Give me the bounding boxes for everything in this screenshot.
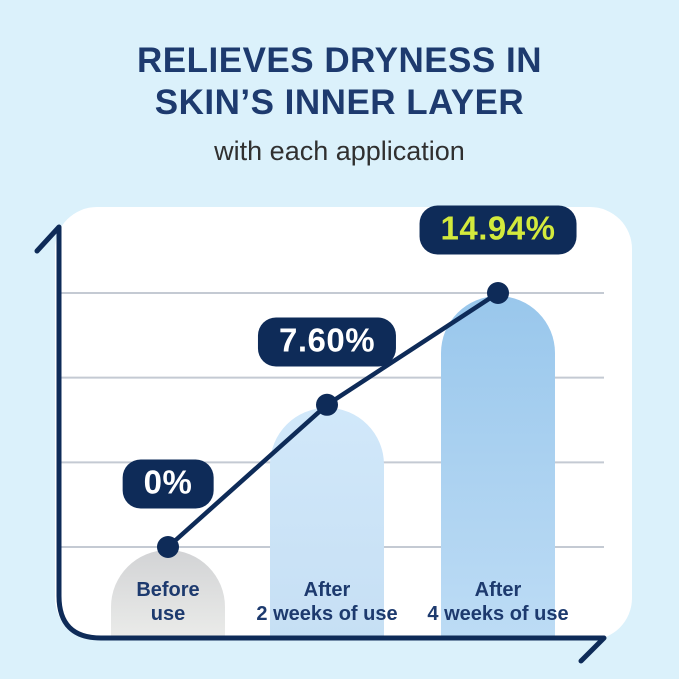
bar-category-line: 2 weeks of use <box>256 603 398 625</box>
value-label-pill-2-weeks: 7.60% <box>257 317 397 367</box>
value-label-text: 14.94% <box>440 209 556 247</box>
value-label-text: 7.60% <box>278 321 376 359</box>
value-label-pill-before-use: 0% <box>122 459 214 509</box>
bar-category-label-2-weeks: After 2 weeks of use <box>256 578 397 626</box>
bar-category-line: use <box>150 603 186 625</box>
title-line-1: RELIEVES DRYNESS IN <box>137 41 542 80</box>
header: RELIEVES DRYNESS IN SKIN’S INNER LAYER wi… <box>0 40 679 167</box>
bar-category-line: 4 weeks of use <box>427 603 569 625</box>
bar-1 <box>270 407 384 640</box>
bar-category-label-4-weeks: After 4 weeks of use <box>427 578 568 626</box>
title-line-2: SKIN’S INNER LAYER <box>154 83 525 122</box>
bar-category-line: After <box>303 579 351 601</box>
subtitle: with each application <box>214 136 465 166</box>
bar-category-line: Before <box>136 579 200 601</box>
value-label-pill-4-weeks: 14.94% <box>419 205 577 255</box>
page-title: RELIEVES DRYNESS IN SKIN’S INNER LAYER <box>0 40 679 124</box>
data-point-2 <box>487 282 509 304</box>
value-label-text: 0% <box>143 463 193 501</box>
bar-2 <box>441 296 555 640</box>
axis-line <box>34 224 607 664</box>
bar-0 <box>111 550 225 640</box>
data-point-1 <box>316 393 338 416</box>
data-point-0 <box>157 536 179 558</box>
bar-category-label-before-use: Before use <box>136 578 199 626</box>
bar-category-line: After <box>474 579 522 601</box>
